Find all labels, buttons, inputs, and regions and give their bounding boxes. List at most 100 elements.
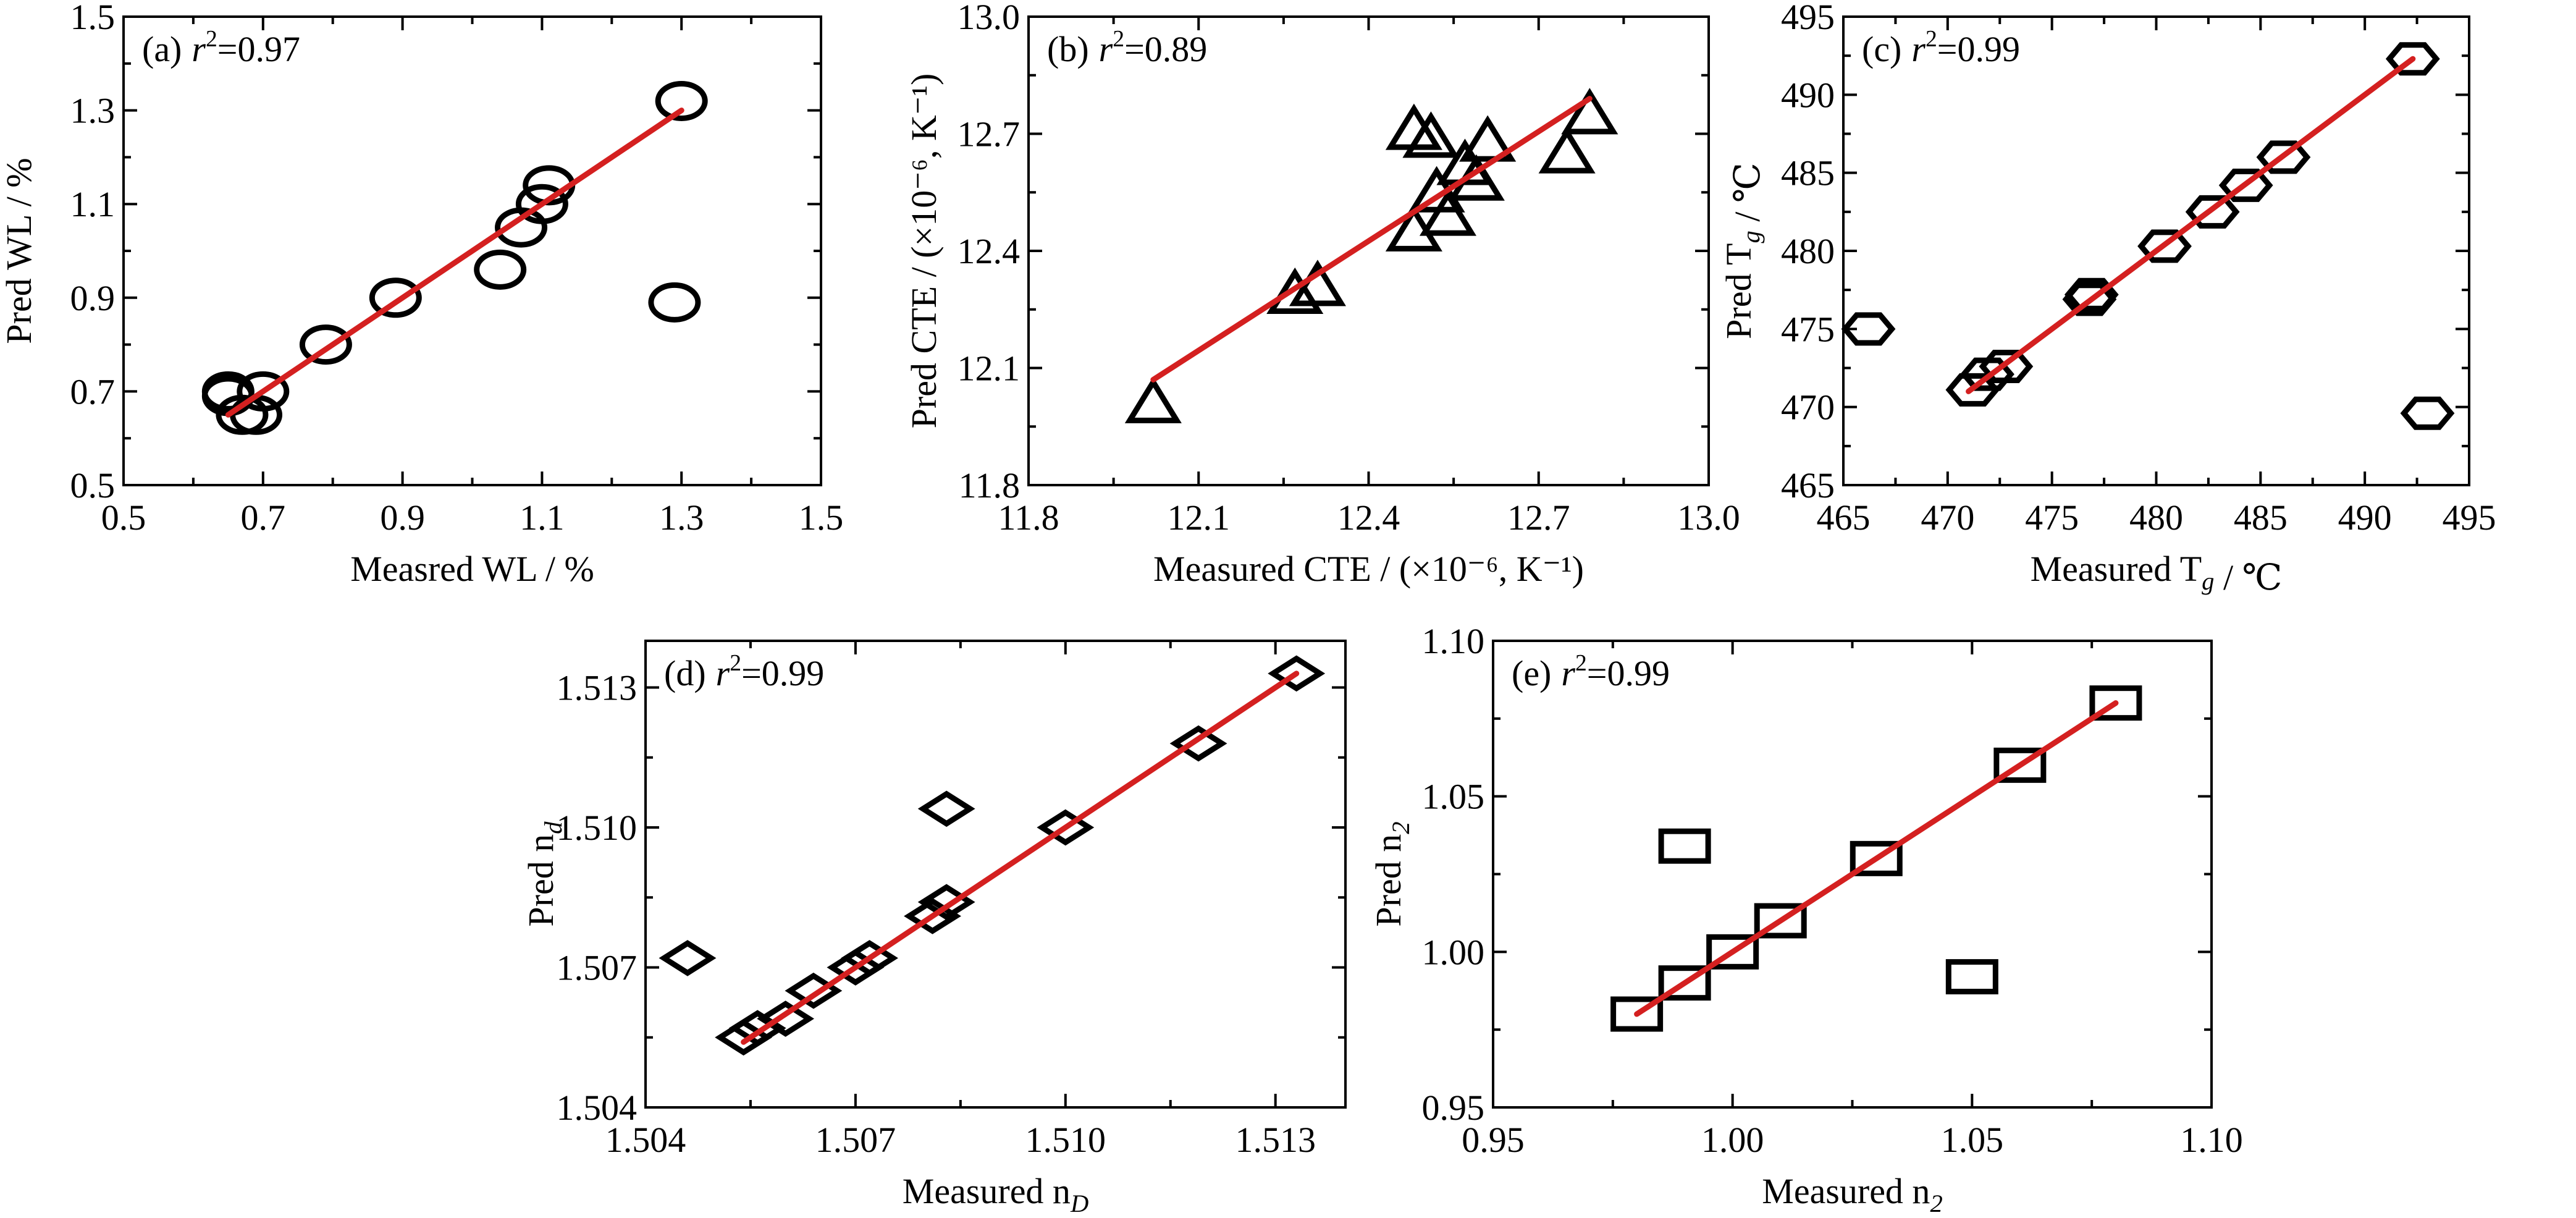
data-point-c-3 [1960, 357, 2014, 391]
x-tick-label: 1.504 [605, 1120, 686, 1160]
panel-label: (b) r2=0.89 [1047, 26, 1207, 69]
data-point-b-8 [1419, 189, 1476, 236]
data-point-c-10 [2256, 140, 2311, 174]
data-point-e-8 [1993, 747, 2047, 783]
y-tick-label: 490 [1781, 75, 1835, 115]
fit-line-d [741, 670, 1300, 1045]
x-axis-label: Measred WL / % [350, 549, 594, 589]
x-tick-label: 480 [2129, 497, 2183, 538]
y-tick-label: 1.1 [70, 184, 116, 224]
x-tick-label: 11.8 [998, 497, 1059, 538]
data-point-d-8 [904, 898, 961, 934]
data-point-d-13 [1268, 655, 1326, 692]
y-tick-label: 480 [1781, 231, 1835, 271]
x-tick-label: 470 [1921, 497, 1974, 538]
data-point-d-1 [659, 940, 717, 976]
panel-label: (d) r2=0.99 [664, 650, 824, 693]
x-tick-label: 495 [2443, 497, 2496, 538]
y-axis-label: Pred Tg / ℃ [1719, 163, 1767, 339]
data-point-e-3 [1658, 828, 1711, 864]
y-tick-label: 475 [1781, 309, 1835, 349]
x-tick-label: 0.9 [380, 497, 425, 538]
y-tick-label: 495 [1781, 0, 1835, 37]
plot-frame [644, 640, 1347, 1109]
data-point-e-2 [1658, 965, 1711, 1001]
y-tick-label: 470 [1781, 387, 1835, 428]
data-point-b-6 [1402, 111, 1460, 158]
x-tick-label: 0.95 [1462, 1120, 1525, 1160]
data-point-a-12 [655, 80, 708, 121]
data-point-d-6 [827, 949, 885, 986]
y-tick-label: 1.513 [557, 668, 638, 708]
panel-label: (c) r2=0.99 [1862, 26, 2020, 69]
data-point-e-4 [1706, 934, 1759, 970]
data-point-b-13 [1561, 88, 1618, 135]
y-axis-label: Pred n2 [1368, 821, 1415, 926]
x-tick-label: 1.507 [815, 1120, 896, 1160]
data-point-a-6 [299, 324, 352, 365]
data-point-c-12 [2400, 396, 2455, 430]
data-point-d-11 [1037, 809, 1095, 846]
y-tick-label: 1.10 [1422, 621, 1485, 661]
panel-d: 1.504 1.507 1.510 1.513 1.504 1.507 1.510 1.513… [521, 640, 1347, 1217]
x-tick-label: 490 [2338, 497, 2392, 538]
x-tick-label: 13.0 [1677, 497, 1740, 538]
data-point-d-12 [1169, 725, 1227, 762]
x-tick-label: 1.1 [520, 497, 565, 538]
fit-line-b [1150, 96, 1593, 383]
data-point-e-9 [2089, 685, 2142, 721]
data-point-c-7 [2137, 229, 2192, 263]
x-tick-label: 1.3 [659, 497, 704, 538]
y-tick-label: 1.3 [70, 91, 116, 131]
data-point-c-2 [1945, 373, 2000, 407]
data-point-a-10 [515, 184, 568, 224]
data-point-b-2 [1266, 267, 1324, 314]
x-tick-label: 12.4 [1337, 497, 1400, 538]
x-tick-label: 475 [2025, 497, 2079, 538]
panel-c: 465 470 475 480 485 490 495 465 470 475 480 485 490 4… [1719, 0, 2496, 598]
x-tick-label: 1.510 [1025, 1120, 1106, 1160]
data-point-e-6 [1850, 840, 1903, 876]
x-axis-label: Measured n2 [1762, 1171, 1942, 1217]
data-point-b-4 [1385, 205, 1442, 252]
x-axis-label: Measured CTE / (×10⁻⁶, K⁻¹) [1153, 549, 1584, 589]
x-tick-label: 0.7 [241, 497, 286, 538]
y-axis-label: Pred CTE / (×10⁻⁶, K⁻¹) [904, 74, 944, 429]
y-tick-label: 0.95 [1422, 1088, 1485, 1128]
panel-e: 0.95 1.00 1.05 1.10 0.95 1.00 1.05 1.10 Measured… [1368, 621, 2243, 1217]
panel-a: 0.5 0.7 0.9 1.1 1.3 1.5 0.5 0.7 0.9 1.1 1.3 1.5 Meas… [0, 0, 843, 589]
data-point-b-12 [1538, 127, 1596, 174]
data-point-c-1 [1841, 312, 1896, 346]
data-point-d-2 [715, 1019, 773, 1056]
x-tick-label: 485 [2234, 497, 2288, 538]
data-point-e-1 [1610, 996, 1664, 1032]
x-tick-label: 1.5 [799, 497, 844, 538]
x-tick-label: 0.5 [101, 497, 146, 538]
y-tick-label: 1.504 [557, 1088, 638, 1128]
fit-line-e [1634, 700, 2119, 1017]
data-point-e-5 [1754, 903, 1807, 939]
data-point-b-1 [1124, 376, 1182, 423]
x-tick-label: 12.7 [1507, 497, 1570, 538]
y-tick-label: 13.0 [958, 0, 1021, 37]
panel-b: 11.8 12.1 12.4 12.7 13.0 11.8 12.1 12.4 12.7 13.0… [904, 0, 1740, 589]
data-point-d-4 [757, 1000, 815, 1037]
panel-label: (a) r2=0.97 [142, 26, 300, 69]
y-tick-label: 1.05 [1422, 777, 1485, 817]
panel-label: (e) r2=0.99 [1512, 650, 1670, 693]
y-tick-label: 1.00 [1422, 932, 1485, 972]
x-axis-label: Measured nD [903, 1171, 1089, 1217]
data-point-c-11 [2385, 42, 2440, 76]
data-point-a-7 [369, 277, 422, 318]
y-axis-label: Pred WL / % [0, 158, 39, 344]
x-tick-label: 1.10 [2180, 1120, 2243, 1160]
y-tick-label: 1.510 [557, 808, 638, 848]
y-tick-label: 0.7 [70, 371, 116, 412]
data-point-a-5 [237, 371, 290, 412]
y-tick-label: 1.507 [557, 948, 638, 988]
data-point-d-5 [785, 972, 843, 1009]
x-tick-label: 1.00 [1701, 1120, 1764, 1160]
y-tick-label: 485 [1781, 153, 1835, 193]
fit-line-c [1966, 56, 2416, 394]
